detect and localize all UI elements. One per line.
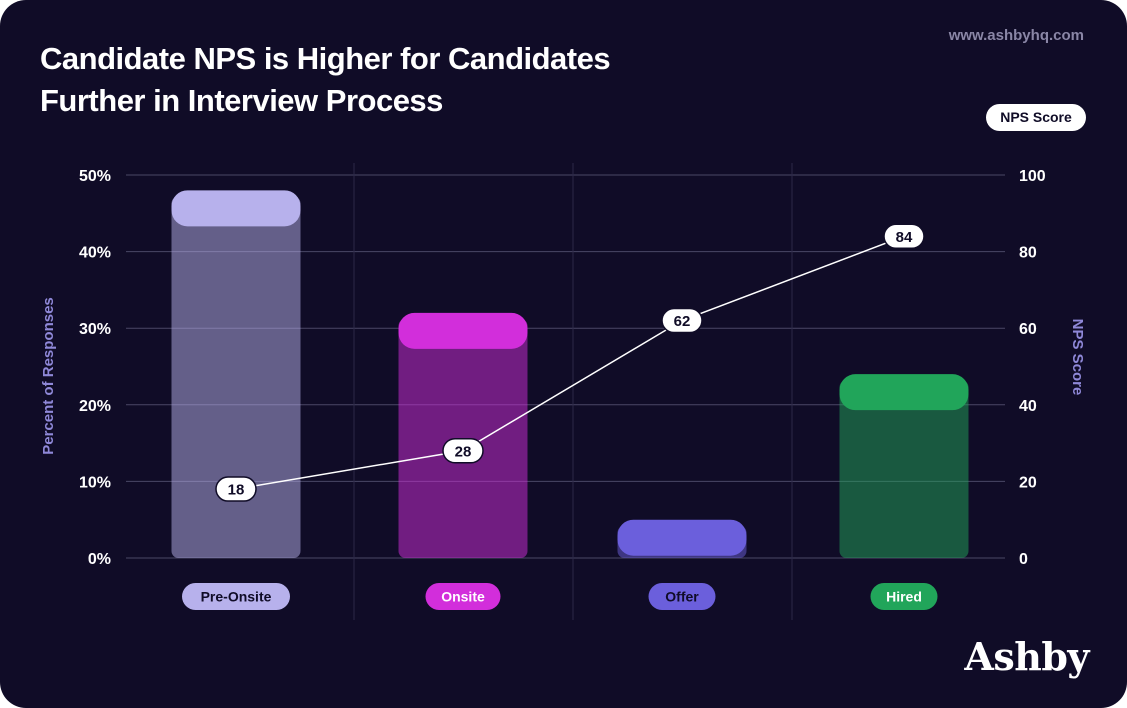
left-tick-label: 0% (88, 551, 111, 568)
bar-body (171, 196, 301, 558)
bar-hired (839, 374, 969, 558)
category-pill-bg (182, 583, 290, 610)
ashby-logo: Ashby (964, 634, 1089, 679)
nps-point-marker (883, 223, 925, 250)
bar-offer (617, 519, 747, 558)
nps-point: 18 (215, 476, 257, 502)
website-url: www.ashbyhq.com (948, 27, 1084, 44)
left-tick-label: 40% (79, 245, 111, 262)
left-axis-ticks: 0% 10% 20% 30% 40% 50% (79, 168, 111, 568)
right-tick-label: 20 (1019, 474, 1037, 491)
nps-point-marker (661, 307, 703, 334)
nps-point: 28 (442, 438, 484, 464)
right-tick-label: 100 (1019, 168, 1046, 185)
bar-cap (398, 312, 528, 349)
right-tick-label: 40 (1019, 398, 1037, 415)
left-tick-label: 10% (79, 474, 111, 491)
nps-point-marker (442, 438, 484, 464)
category-label: Onsite (441, 589, 485, 605)
left-tick-label: 50% (79, 168, 111, 185)
bars-group (171, 190, 969, 558)
bar-onsite (398, 312, 528, 558)
bar-cap (839, 374, 969, 411)
chart-title: Candidate NPS is Higher for Candidates F… (40, 38, 740, 122)
category-label: Hired (886, 589, 922, 605)
nps-point-label: 28 (455, 443, 472, 460)
left-tick-label: 30% (79, 321, 111, 338)
category-pill-bg (648, 583, 716, 610)
nps-point-label: 18 (228, 482, 245, 499)
bar-pre-onsite (171, 190, 301, 558)
right-tick-label: 60 (1019, 321, 1037, 338)
category-labels: Pre-Onsite Onsite Offer Hired (182, 583, 938, 610)
category-pill-bg (870, 583, 938, 610)
nps-point-marker (215, 476, 257, 502)
right-tick-label: 0 (1019, 551, 1028, 568)
category-pill-onsite: Onsite (425, 583, 501, 610)
title-line-2: Further in Interview Process (40, 83, 443, 118)
right-axis-title: NPS Score (1069, 319, 1086, 396)
nps-legend-pill: NPS Score (986, 104, 1086, 131)
nps-line (235, 235, 905, 490)
category-pill-hired: Hired (870, 583, 938, 610)
nps-line-group: 18 28 62 84 (215, 223, 925, 502)
title-line-1: Candidate NPS is Higher for Candidates (40, 41, 611, 76)
category-pill-offer: Offer (648, 583, 716, 610)
bar-cap (171, 190, 301, 227)
bar-cap (617, 519, 747, 556)
category-label: Pre-Onsite (201, 589, 272, 605)
category-pill-pre-onsite: Pre-Onsite (182, 583, 290, 610)
nps-point-label: 62 (674, 313, 691, 330)
nps-point-label: 84 (896, 229, 913, 246)
bar-body (839, 380, 969, 558)
right-axis-ticks: 0 20 40 60 80 100 (1019, 168, 1046, 568)
left-axis-title: Percent of Responses (40, 297, 57, 455)
nps-point: 84 (883, 223, 925, 250)
category-label: Offer (665, 589, 699, 605)
right-tick-label: 80 (1019, 245, 1037, 262)
left-tick-label: 20% (79, 398, 111, 415)
category-pill-bg (425, 583, 501, 610)
nps-point: 62 (661, 307, 703, 334)
